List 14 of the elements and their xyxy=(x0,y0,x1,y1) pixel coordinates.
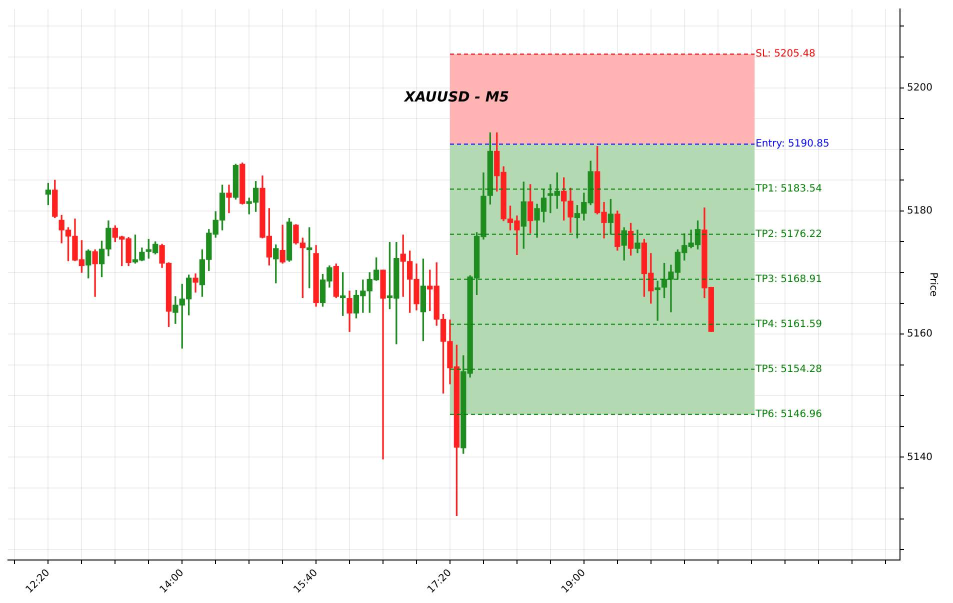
y-tick-label: 5200 xyxy=(907,82,932,94)
y-tick-label: 5180 xyxy=(907,206,932,217)
y-axis-title: Price xyxy=(927,272,938,297)
text: XAUUSD - M5 xyxy=(403,89,510,106)
ref-line-label: TP5: 5154.28 xyxy=(754,364,822,375)
y-tick-label: 5160 xyxy=(907,328,932,340)
ref-line-label: TP4: 5161.59 xyxy=(754,318,822,330)
ref-line-label: TP3: 5168.91 xyxy=(754,274,822,285)
ref-line-label: Entry: 5190.85 xyxy=(756,138,830,150)
ref-line-label: TP6: 5146.96 xyxy=(754,408,822,420)
ref-line-label: TP1: 5183.54 xyxy=(754,184,822,195)
y-tick-label: 5140 xyxy=(907,452,932,463)
ref-line-label: TP2: 5176.22 xyxy=(754,228,822,240)
ref-line-label: SL: 5205.48 xyxy=(756,48,816,60)
